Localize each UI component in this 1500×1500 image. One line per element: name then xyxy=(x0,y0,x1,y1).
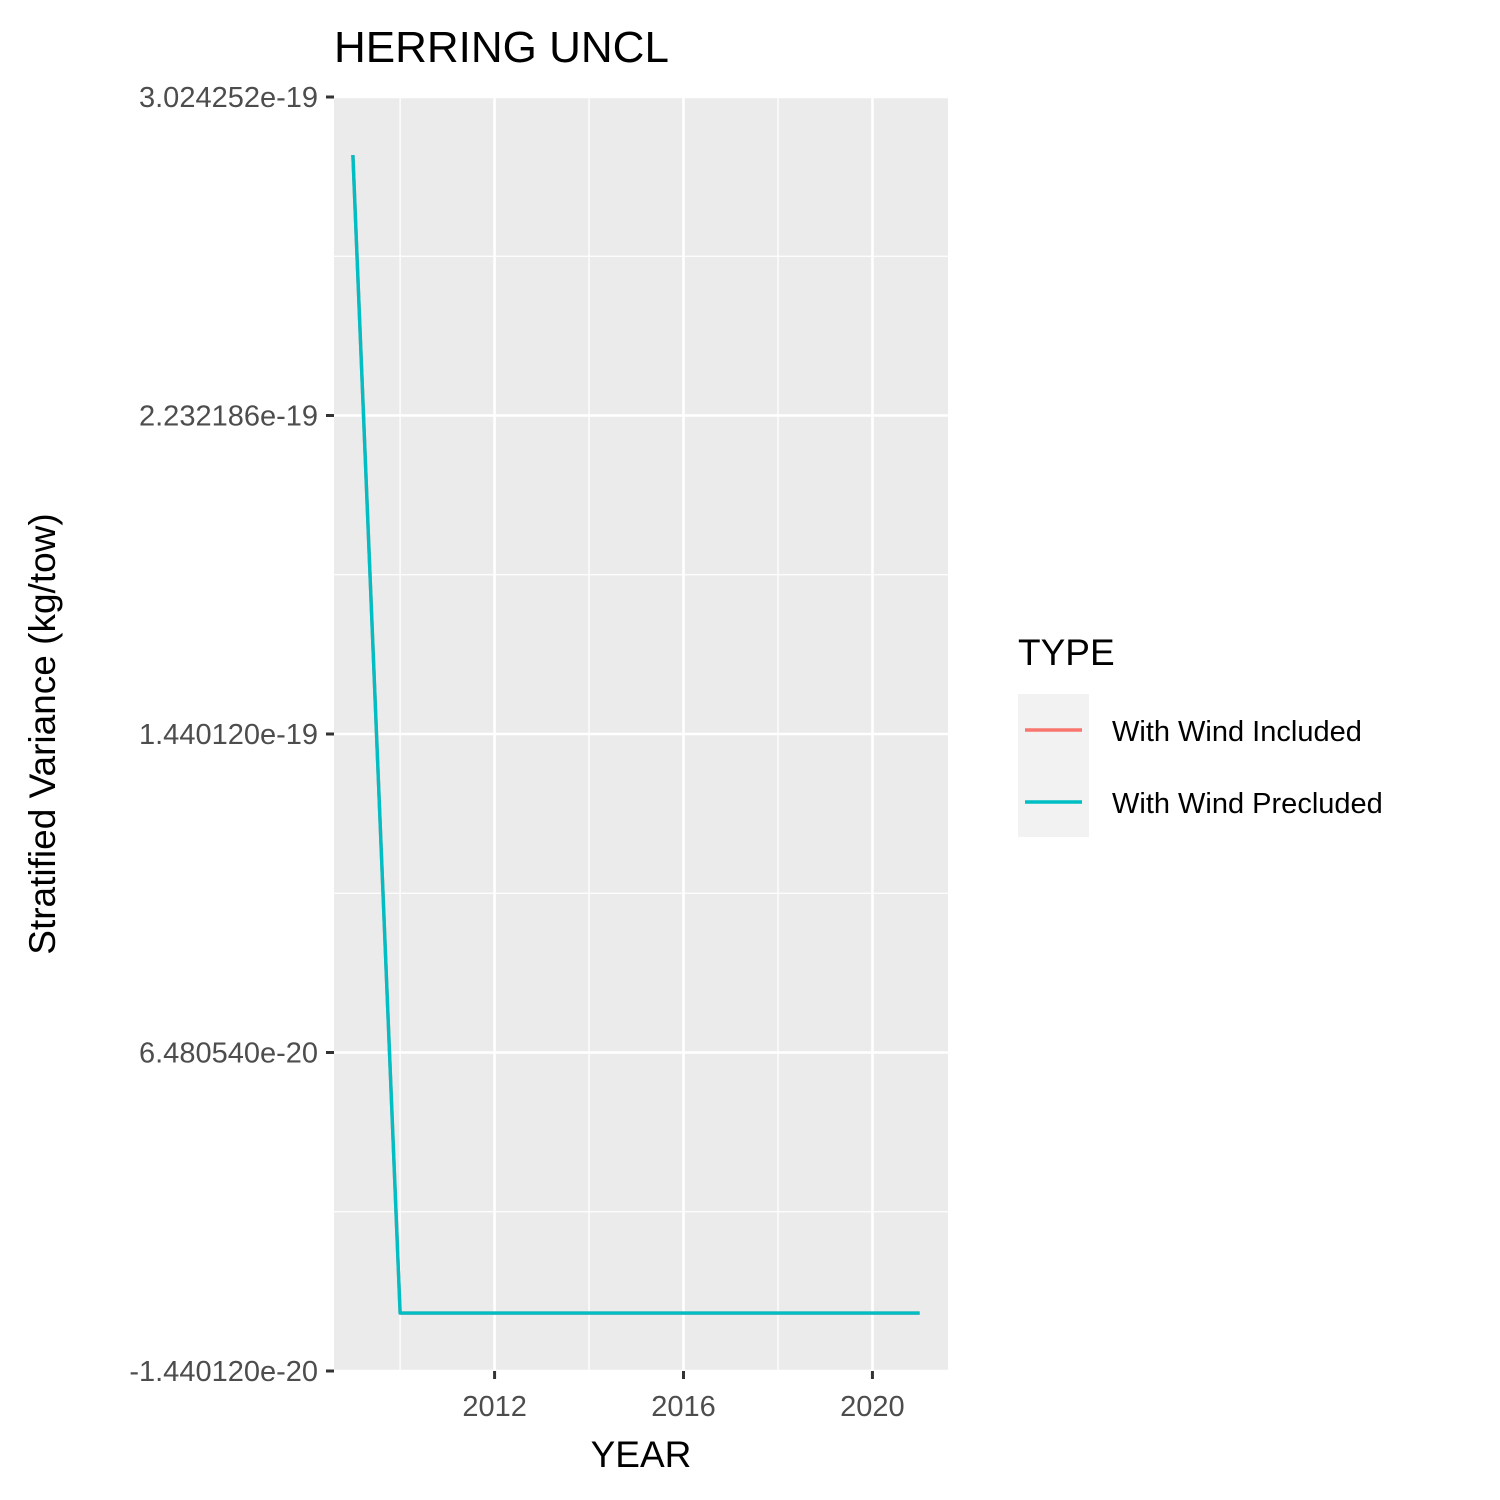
y-axis: -1.440120e-20 6.480540e-20 1.440120e-19 2.2… xyxy=(129,82,334,1388)
y-tick-label: 3.024252e-19 xyxy=(139,82,318,114)
y-tick-label: -1.440120e-20 xyxy=(129,1356,318,1388)
legend-label: With Wind Included xyxy=(1112,716,1362,748)
x-tick-label: 2012 xyxy=(462,1391,527,1423)
x-axis-title: YEAR xyxy=(591,1434,692,1475)
legend-title: TYPE xyxy=(1018,632,1115,673)
x-tick-label: 2020 xyxy=(840,1391,905,1423)
series-layer xyxy=(351,154,920,1315)
y-tick-label: 1.440120e-19 xyxy=(139,719,318,751)
x-tick-label: 2016 xyxy=(651,1391,716,1423)
legend-key-background xyxy=(1018,694,1089,837)
legend-label: With Wind Precluded xyxy=(1112,788,1383,820)
grid-major xyxy=(334,95,948,1373)
x-axis: 2012 2016 2020 xyxy=(462,1371,905,1423)
y-tick-label: 6.480540e-20 xyxy=(139,1038,318,1070)
y-tick-label: 2.232186e-19 xyxy=(139,401,318,433)
chart-title: HERRING UNCL xyxy=(334,23,669,72)
legend: TYPE With Wind Included With Wind Preclud… xyxy=(1018,632,1383,837)
y-axis-title: Stratified Variance (kg/tow) xyxy=(22,513,63,954)
series-line xyxy=(351,154,920,1315)
